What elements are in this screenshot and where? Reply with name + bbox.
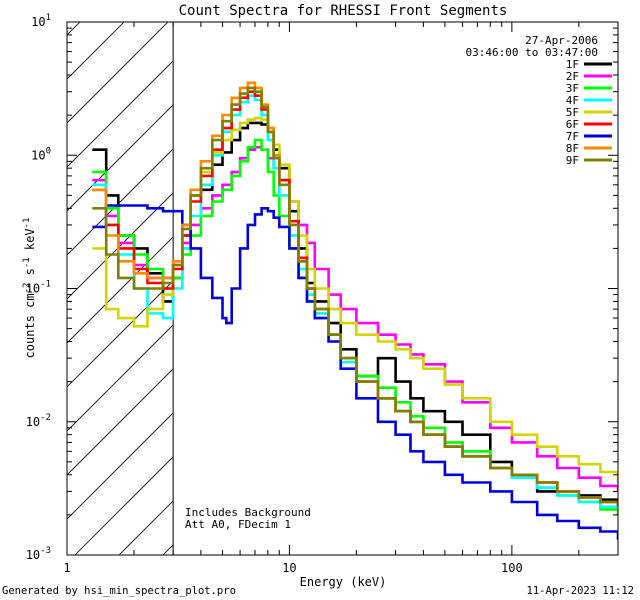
hatch-line <box>74 456 174 555</box>
hatch-line <box>67 280 174 388</box>
legend-label: 8F <box>566 142 579 155</box>
legend-label: 2F <box>566 70 579 83</box>
hatch-line <box>118 500 174 555</box>
date-label: 27-Apr-2006 <box>525 34 598 47</box>
hatch-line <box>67 236 174 344</box>
chart-title: Count Spectra for RHESSI Front Segments <box>179 3 508 19</box>
legend-label: 5F <box>566 106 579 119</box>
hatch-line <box>67 60 174 168</box>
series-9F-line <box>92 86 618 507</box>
y-tick-label: 10-1 <box>26 280 51 296</box>
footer-generated-by: Generated by hsi_min_spectra_plot.pro <box>2 585 236 597</box>
legend-label: 9F <box>566 154 579 167</box>
series-6F-line <box>92 90 618 507</box>
annotation-background: Includes Background <box>185 506 311 519</box>
hatch-line <box>67 412 174 520</box>
excluded-region-hatch <box>67 22 174 555</box>
series-7F-line <box>92 204 618 540</box>
time-range-label: 03:46:00 to 03:47:00 <box>466 46 598 59</box>
y-tick-label: 10-3 <box>26 546 51 562</box>
x-tick-label: 1 <box>63 561 70 575</box>
legend-label: 1F <box>566 58 579 71</box>
x-axis-label: Energy (keV) <box>300 575 387 589</box>
axis-ticks <box>66 22 619 556</box>
legend-label: 4F <box>566 94 579 107</box>
series-layer <box>92 81 618 540</box>
legend-label: 6F <box>566 118 579 131</box>
y-tick-label: 101 <box>31 13 51 29</box>
hatch-line <box>67 368 174 476</box>
legend-label: 3F <box>566 82 579 95</box>
legend-label: 7F <box>566 130 579 143</box>
annotation-attenuator: Att A0, FDecim 1 <box>185 518 291 531</box>
hatch-line <box>67 22 125 80</box>
hatch-line <box>67 324 174 432</box>
axis-tick-labels: 1 10 100 10-3 10-2 10-1 100 101 <box>26 13 523 575</box>
x-tick-label: 10 <box>282 561 296 575</box>
footer-timestamp: 11-Apr-2023 11:12 <box>526 585 634 597</box>
hatch-line <box>67 192 174 300</box>
x-tick-label: 100 <box>501 561 523 575</box>
y-axis-label: counts cm-2 s-1 keV-1 <box>22 218 37 359</box>
hatch-line <box>67 22 169 124</box>
y-tick-label: 10-2 <box>26 413 51 429</box>
y-tick-label: 100 <box>31 146 51 162</box>
